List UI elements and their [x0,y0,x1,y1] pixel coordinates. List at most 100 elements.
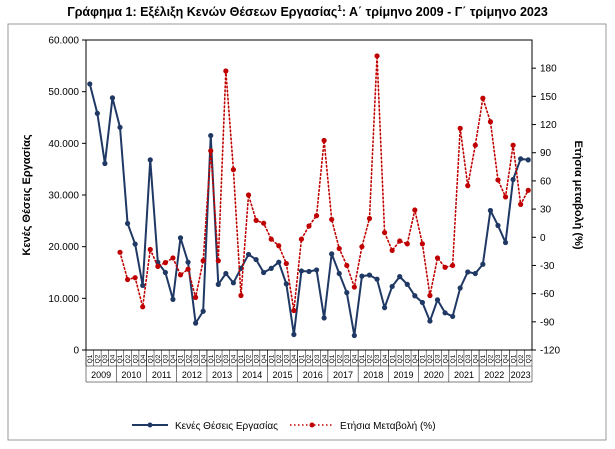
x-year-label: 2013 [212,370,232,380]
series-annual-change-point [351,284,357,290]
series-annual-change-point [276,243,282,249]
x-quarter-label: Q4 [200,354,207,363]
series-annual-change-point [442,264,448,270]
series-annual-change-point [495,177,501,183]
series-vacancies-point [434,297,441,303]
series-annual-change-point [140,304,146,310]
series-vacancies-point [87,81,93,87]
series-vacancies-point [291,331,297,338]
x-quarter-label: Q1 [389,354,396,363]
chart-title-main: Γράφημα 1: Εξέλιξη Κενών Θέσεων Εργασίας [67,5,338,20]
series-annual-change-point [366,215,373,222]
series-annual-change-point [457,125,463,131]
x-quarter-label: Q1 [117,354,124,363]
series-vacancies-point [480,261,486,267]
y2-tick-label: -90 [540,317,555,328]
series-annual-change-point [298,236,305,242]
series-vacancies-point [450,313,456,320]
series-vacancies-point [419,299,425,306]
series-vacancies-point [117,124,123,130]
x-quarter-label: Q2 [125,354,132,363]
x-quarter-label: Q3 [102,354,109,363]
x-quarter-label: Q2 [336,354,343,363]
y-tick-label: 60.000 [48,36,79,47]
left-axis: 0 10.000 20.000 30.000 40.000 50.000 60.000 [48,36,86,357]
series-vacancies-point [389,283,395,290]
series-vacancies-point [510,176,516,183]
series-annual-change-point [359,244,365,250]
y2-tick-label: 0 [540,233,546,244]
series-vacancies-point [162,269,168,276]
series-annual-change-point [117,249,123,255]
series-vacancies-point [109,95,116,101]
series-vacancies-point [200,308,206,314]
y-tick-label: 30.000 [48,191,79,202]
x-quarter-label: Q1 [359,354,366,363]
y2-tick-label: 120 [540,120,557,131]
series-vacancies-point [177,235,184,241]
series-vacancies-point [94,110,100,116]
series-annual-change-point [200,258,206,264]
x-quarter-label: Q1 [510,354,517,363]
x-year-label: 2015 [273,370,293,380]
series-annual-change-point [525,187,531,193]
series-vacancies-point [321,315,327,321]
series-annual-change-point [336,245,342,252]
series-vacancies-point [140,282,146,289]
series-annual-change-point [208,148,214,154]
x-year-label: 2017 [333,370,353,380]
x-year-label: 2014 [242,370,262,380]
x-quarter-label: Q1 [450,354,457,363]
series-annual-change-point [185,266,191,272]
series-annual-change-point [132,275,138,281]
x-quarter-label: Q2 [427,354,434,363]
series-annual-change-point [472,142,478,148]
series-vacancies-point [261,269,267,276]
x-quarter-label: Q1 [208,354,215,363]
series-vacancies-point [245,251,252,258]
series-annual-change-point [230,167,237,173]
series-vacancies-point [170,296,176,302]
x-quarter-label: Q4 [231,354,238,363]
x-quarter-label: Q3 [284,354,291,363]
x-quarter-label: Q1 [329,354,336,363]
series-vacancies-point [502,239,509,246]
series-vacancies-point [298,268,305,274]
x-quarter-label: Q1 [480,354,487,363]
series-vacancies-point [306,268,312,275]
x-quarter-label: Q2 [397,354,404,363]
x-quarter-label: Q3 [223,354,230,363]
x-quarter-label: Q3 [132,354,139,363]
x-quarter-label: Q2 [95,354,102,363]
series-vacancies-point [185,259,191,265]
series-annual-change-point [427,292,433,299]
series-annual-change-point [291,307,297,314]
x-year-label: 2018 [363,370,383,380]
series-vacancies [87,81,531,339]
y2-tick-label: 150 [540,92,557,103]
x-year-label: 2009 [91,370,111,380]
y2-tick-label: 180 [540,64,557,75]
x-quarter-label: Q3 [465,354,472,363]
series-vacancies-point [404,281,410,287]
series-vacancies-point [525,157,531,163]
series-vacancies-point [344,290,350,296]
x-year-label: 2010 [121,370,141,380]
series-annual-change-point [419,241,425,247]
series-annual-change-point [465,183,471,189]
legend-marker-annual-change [309,422,315,428]
series-vacancies-point [193,320,199,326]
x-quarter-label: Q2 [518,354,525,363]
series-annual-change-point [313,213,320,219]
chart-title-footnote-mark: 1 [337,4,342,13]
y-tick-label: 40.000 [48,139,79,150]
legend-marker-vacancies [147,422,153,428]
series-annual-change-point [306,223,312,229]
series-annual-change-point [124,276,131,283]
x-year-label: 2012 [182,370,202,380]
series-annual-change-point [170,255,176,261]
series-annual-change-point [268,236,274,242]
series-vacancies-line [88,83,529,337]
x-quarter-label: Q2 [185,354,192,363]
